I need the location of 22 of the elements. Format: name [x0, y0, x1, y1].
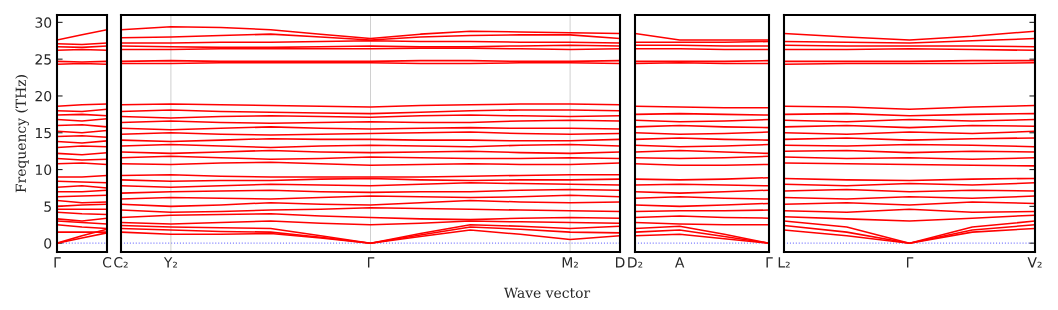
x-tick-label: Y₂	[163, 257, 178, 268]
y-tick-label: 30	[35, 17, 52, 28]
x-tick-label: D	[616, 257, 625, 268]
y-tick-label: 10	[35, 164, 52, 176]
x-tick-label: C₂	[114, 257, 128, 268]
x-tick-label: D₂	[628, 257, 643, 268]
x-tick-label: V₂	[1027, 257, 1042, 268]
x-tick-label: Γ	[906, 257, 914, 268]
y-tick-label: 20	[35, 90, 52, 102]
y-tick-label: 0	[44, 238, 52, 249]
x-tick-label: C	[102, 257, 112, 268]
x-tick-label: A	[675, 257, 685, 268]
x-axis-title: Wave vector	[503, 287, 591, 299]
y-tick-label: 15	[35, 127, 51, 139]
x-tick-label: Γ	[367, 257, 375, 268]
x-tick-label: M₂	[562, 257, 578, 268]
y-axis-title: Frequency (THz)	[15, 75, 29, 193]
y-tick-label: 25	[35, 54, 51, 65]
x-tick-label: Γ	[766, 257, 773, 268]
x-tick-label: L₂	[778, 257, 790, 268]
y-tick-label: 5	[44, 201, 51, 212]
x-tick-label: Γ	[54, 257, 61, 268]
